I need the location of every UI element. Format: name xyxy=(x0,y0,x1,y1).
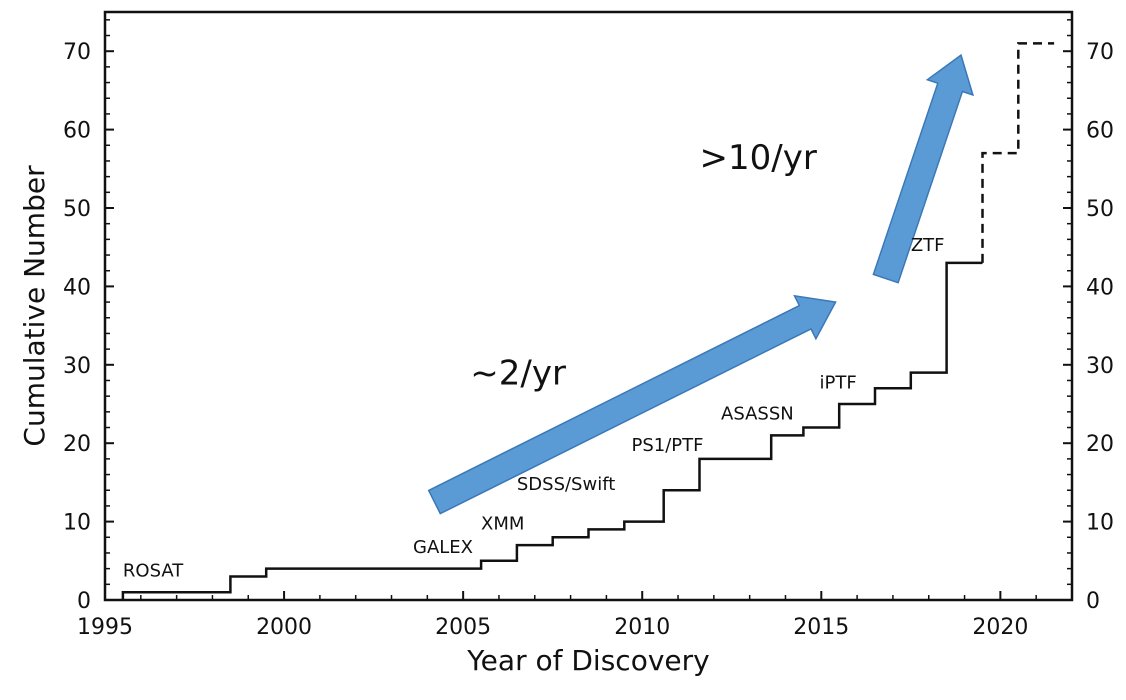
axis-ticks xyxy=(104,19,1073,601)
y-tick-label-right: 40 xyxy=(1086,275,1114,300)
cumulative-step-line xyxy=(121,261,983,600)
x-tick-label: 2005 xyxy=(435,615,491,640)
y-tick-label-right: 50 xyxy=(1086,197,1114,222)
y-tick-label-left: 10 xyxy=(63,511,91,536)
y-tick-label-right: 0 xyxy=(1086,589,1100,614)
survey-label: ROSAT xyxy=(123,560,184,581)
x-tick-label: 2010 xyxy=(614,615,670,640)
y-tick-label-left: 50 xyxy=(63,197,91,222)
y-tick-label-left: 30 xyxy=(63,354,91,379)
series-group xyxy=(121,42,1055,600)
y-axis-title: Cumulative Number xyxy=(18,165,51,447)
y-tick-label-left: 60 xyxy=(63,119,91,144)
y-tick-label-left: 40 xyxy=(63,275,91,300)
y-tick-label-right: 20 xyxy=(1086,432,1114,457)
x-axis-title: Year of Discovery xyxy=(466,644,709,677)
rate-label: >10/yr xyxy=(700,138,817,178)
survey-label: iPTF xyxy=(820,372,857,393)
projected-step-line xyxy=(981,42,1055,263)
trend-arrow xyxy=(872,53,975,284)
survey-label: SDSS/Swift xyxy=(517,474,615,495)
survey-label: ASASSN xyxy=(721,404,794,425)
y-tick-label-right: 10 xyxy=(1086,511,1114,536)
x-tick-label: 2000 xyxy=(256,615,312,640)
trend-arrows xyxy=(427,53,975,515)
y-tick-label-left: 0 xyxy=(77,589,91,614)
survey-label: GALEX xyxy=(413,537,473,558)
trend-arrow xyxy=(427,294,837,515)
survey-label: XMM xyxy=(481,513,524,534)
x-tick-label: 2020 xyxy=(972,615,1028,640)
x-tick-label: 1995 xyxy=(77,615,133,640)
survey-label: ZTF xyxy=(911,235,945,256)
plot-frame xyxy=(103,10,1074,602)
annotations: ~2/yr >10/yr ROSAT GALEX XMM SDSS/Swift PS1/PT… xyxy=(123,138,945,582)
y-tick-label-left: 70 xyxy=(63,40,91,65)
y-tick-label-right: 70 xyxy=(1086,40,1114,65)
survey-label: PS1/PTF xyxy=(631,435,703,456)
x-tick-label: 2015 xyxy=(793,615,849,640)
y-tick-label-left: 20 xyxy=(63,432,91,457)
y-tick-label-right: 30 xyxy=(1086,354,1114,379)
rate-label: ~2/yr xyxy=(470,353,566,393)
y-tick-label-right: 60 xyxy=(1086,119,1114,144)
